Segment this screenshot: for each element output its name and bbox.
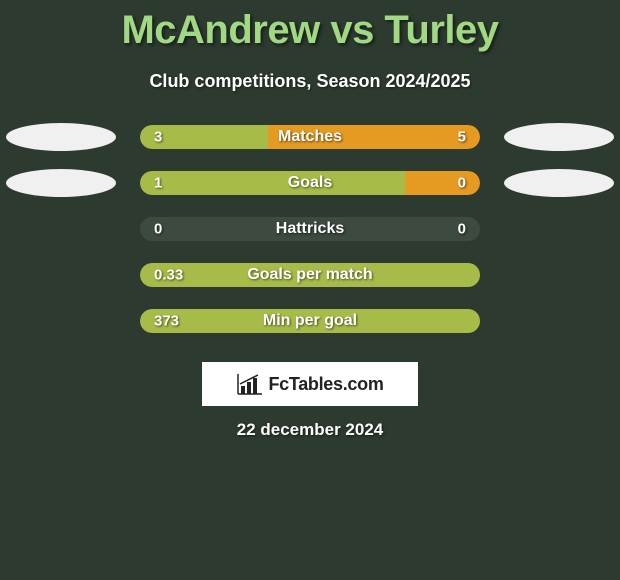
stat-bar: 0.33 Goals per match bbox=[140, 263, 480, 287]
player-left-marker bbox=[6, 307, 116, 335]
logo-text: FcTables.com bbox=[268, 374, 383, 395]
stat-bar: 373 Min per goal bbox=[140, 309, 480, 333]
stat-value-right: 5 bbox=[458, 129, 466, 146]
stat-value-left: 1 bbox=[154, 175, 162, 192]
fctables-logo[interactable]: FcTables.com bbox=[202, 362, 418, 406]
player-left-marker bbox=[6, 123, 116, 151]
player-left-marker bbox=[6, 261, 116, 289]
stat-value-left: 3 bbox=[154, 129, 162, 146]
stat-value-right: 0 bbox=[458, 221, 466, 238]
stat-row: 0.33 Goals per match bbox=[0, 252, 620, 298]
stat-value-right: 0 bbox=[458, 175, 466, 192]
stat-bar-left-fill bbox=[140, 171, 405, 195]
player-left-marker bbox=[6, 215, 116, 243]
bar-chart-icon bbox=[236, 372, 264, 396]
stat-row: 373 Min per goal bbox=[0, 298, 620, 344]
stat-bar-right-fill bbox=[405, 171, 480, 195]
stat-name: Goals bbox=[288, 174, 332, 192]
player-right-marker bbox=[504, 215, 614, 243]
stat-name: Goals per match bbox=[247, 266, 372, 284]
player-left-marker bbox=[6, 169, 116, 197]
stat-bar: 0 Hattricks 0 bbox=[140, 217, 480, 241]
stat-value-left: 0.33 bbox=[154, 267, 183, 284]
stat-bar: 3 Matches 5 bbox=[140, 125, 480, 149]
player-right-marker bbox=[504, 169, 614, 197]
stat-name: Min per goal bbox=[263, 312, 357, 330]
stat-name: Hattricks bbox=[276, 220, 344, 238]
comparison-subtitle: Club competitions, Season 2024/2025 bbox=[0, 71, 620, 92]
player-right-marker bbox=[504, 123, 614, 151]
stat-rows-container: 3 Matches 5 1 Goals 0 0 Hattricks 0 0.33 Goals per… bbox=[0, 114, 620, 344]
stat-value-left: 373 bbox=[154, 313, 179, 330]
stat-row: 1 Goals 0 bbox=[0, 160, 620, 206]
stat-row: 0 Hattricks 0 bbox=[0, 206, 620, 252]
stat-name: Matches bbox=[278, 128, 342, 146]
snapshot-date: 22 december 2024 bbox=[0, 420, 620, 440]
player-right-marker bbox=[504, 307, 614, 335]
comparison-title: McAndrew vs Turley bbox=[0, 0, 620, 53]
stat-bar: 1 Goals 0 bbox=[140, 171, 480, 195]
player-right-marker bbox=[504, 261, 614, 289]
stat-row: 3 Matches 5 bbox=[0, 114, 620, 160]
stat-value-left: 0 bbox=[154, 221, 162, 238]
